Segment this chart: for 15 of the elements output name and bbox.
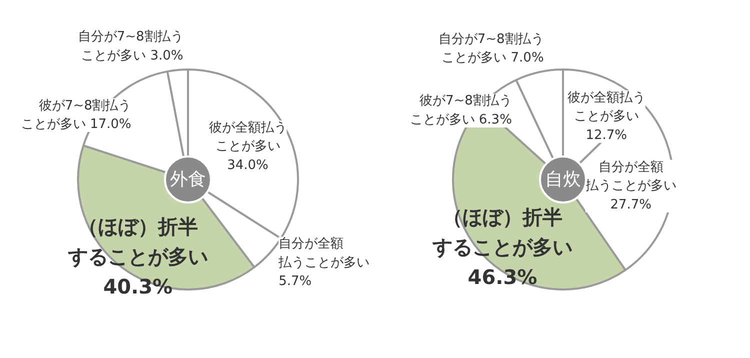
slice-label: 彼が全額払うことが多い (208, 120, 287, 154)
data-label: 34.0% (227, 158, 268, 173)
data-label: 5.7% (278, 274, 312, 290)
slice-label: 彼が7~8割払うことが多い 6.3% (410, 94, 512, 128)
data-label: 40.3% (103, 274, 173, 298)
slice-label: （ほぼ）折半することが多い (431, 204, 572, 259)
data-label: 46.3% (468, 264, 538, 289)
slice-label: （ほぼ）折半することが多い (66, 214, 208, 268)
text: 外食 (170, 169, 206, 190)
text: 自炊 (545, 169, 581, 190)
slice-label: 自分が7~8割払うことが多い 3.0% (78, 30, 184, 64)
slice-label: 彼が7~8割払うことが多い 17.0% (20, 98, 132, 132)
data-label: 27.7% (610, 197, 652, 212)
slice-label: 自分が全額払うことが多い (278, 236, 370, 270)
slice-label: 自分が7~8割払うことが多い 7.0% (438, 32, 544, 66)
